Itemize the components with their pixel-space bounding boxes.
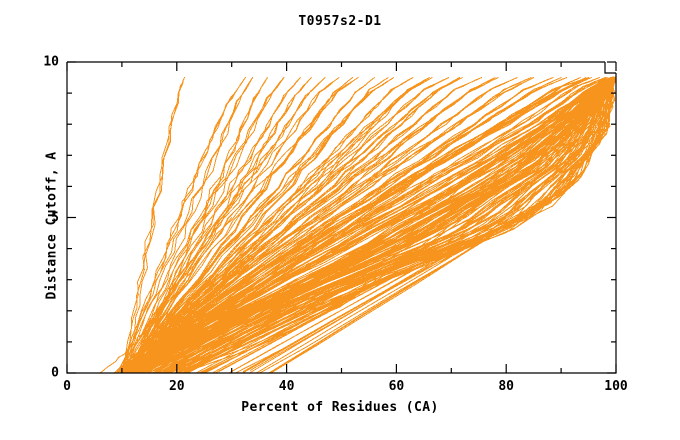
y-tick-label: 5 <box>51 210 59 225</box>
y-tick-label: 0 <box>51 365 59 381</box>
data-series-layer <box>99 76 617 374</box>
x-tick-label: 20 <box>168 379 185 394</box>
x-tick-label: 40 <box>278 379 295 394</box>
y-tick-label: 10 <box>43 54 59 70</box>
axes-layer <box>66 61 617 374</box>
page-title: T0957s2-D1 <box>298 14 382 29</box>
x-axis-title: Percent of Residues (CA) <box>241 400 439 415</box>
x-tick-label: 80 <box>498 379 515 394</box>
x-tick-label: 60 <box>388 379 405 394</box>
y-axis-title: Distance Cutoff, A <box>44 151 60 300</box>
x-tick-label: 0 <box>63 379 71 394</box>
x-tick-label: 100 <box>604 379 628 394</box>
